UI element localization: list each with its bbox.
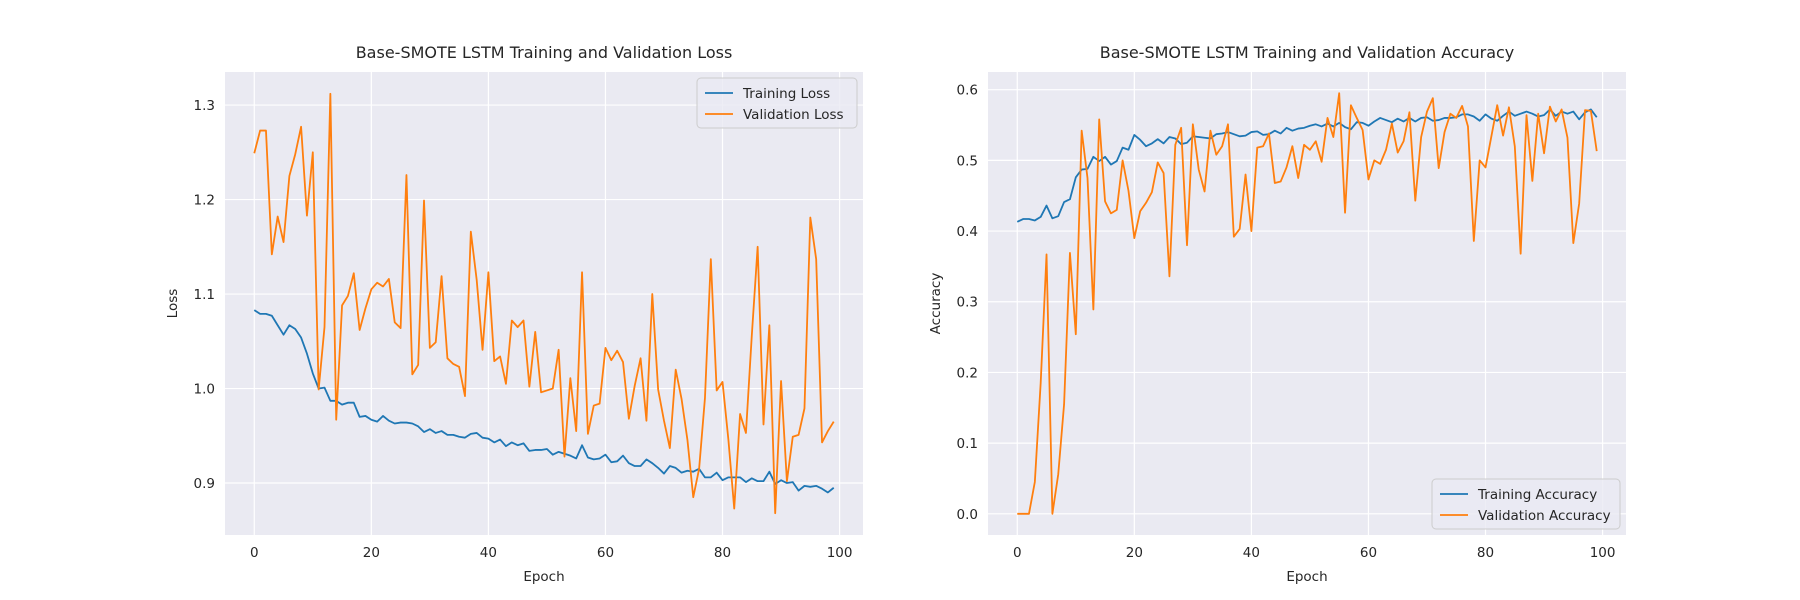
y-axis-label: Accuracy	[928, 273, 944, 335]
chart-title: Base-SMOTE LSTM Training and Validation …	[1100, 43, 1515, 62]
y-tick-label: 1.3	[194, 98, 215, 114]
legend-box	[1431, 478, 1621, 530]
x-tick-label: 0	[250, 545, 259, 561]
legend: Training Loss Validation Loss	[696, 77, 858, 129]
x-tick-label: 20	[363, 545, 380, 561]
x-tick-label: 40	[480, 545, 497, 561]
y-tick-label: 1.2	[194, 193, 215, 209]
y-tick-label: 0.1	[957, 436, 978, 452]
x-tick-label: 40	[1243, 545, 1260, 561]
x-tick-label: 20	[1126, 545, 1143, 561]
chart-panel-1: 0 20 40 60 80 100 0.9 1.0 1.1 1.2 1.3 Base-SMOTE LS…	[165, 43, 863, 585]
x-tick-label: 60	[1360, 545, 1377, 561]
y-tick-label: 0.9	[194, 476, 215, 492]
chart-title: Base-SMOTE LSTM Training and Validation …	[356, 43, 733, 62]
legend-label: Validation Loss	[743, 107, 844, 123]
legend-label: Validation Accuracy	[1478, 508, 1611, 524]
x-axis-label: Epoch	[1286, 569, 1327, 585]
series-line-validation-loss	[253, 92, 835, 515]
y-tick-label: 0.2	[957, 365, 978, 381]
y-tick-label: 0.6	[957, 83, 978, 99]
y-tick-label: 0.0	[957, 507, 978, 523]
x-tick-label: 80	[714, 545, 731, 561]
x-tick-label: 80	[1477, 545, 1494, 561]
legend-box	[696, 77, 858, 129]
y-tick-label: 0.4	[957, 224, 978, 240]
legend-label: Training Loss	[742, 86, 830, 102]
x-tick-label: 0	[1013, 545, 1022, 561]
y-axis-label: Loss	[165, 289, 181, 319]
x-tick-label: 100	[827, 545, 853, 561]
y-tick-label: 0.5	[957, 153, 978, 169]
y-tick-label: 1.1	[194, 287, 215, 303]
series-line-validation-accuracy	[1017, 92, 1598, 515]
chart-panel-2: 0 20 40 60 80 100 0.0 0.1 0.2 0.3 0.4 0.5 0.6 Base-SM…	[928, 43, 1626, 585]
legend-label: Training Accuracy	[1477, 487, 1597, 503]
x-tick-label: 60	[597, 545, 614, 561]
x-tick-label: 100	[1590, 545, 1616, 561]
y-tick-label: 0.3	[957, 295, 978, 311]
y-tick-label: 1.0	[194, 382, 215, 398]
series-line-training-loss	[253, 309, 835, 494]
legend: Training Accuracy Validation Accuracy	[1431, 478, 1621, 530]
plot-area	[225, 72, 863, 535]
x-axis-label: Epoch	[523, 569, 564, 585]
